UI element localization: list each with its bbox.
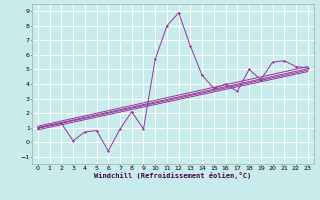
X-axis label: Windchill (Refroidissement éolien,°C): Windchill (Refroidissement éolien,°C) xyxy=(94,172,252,179)
